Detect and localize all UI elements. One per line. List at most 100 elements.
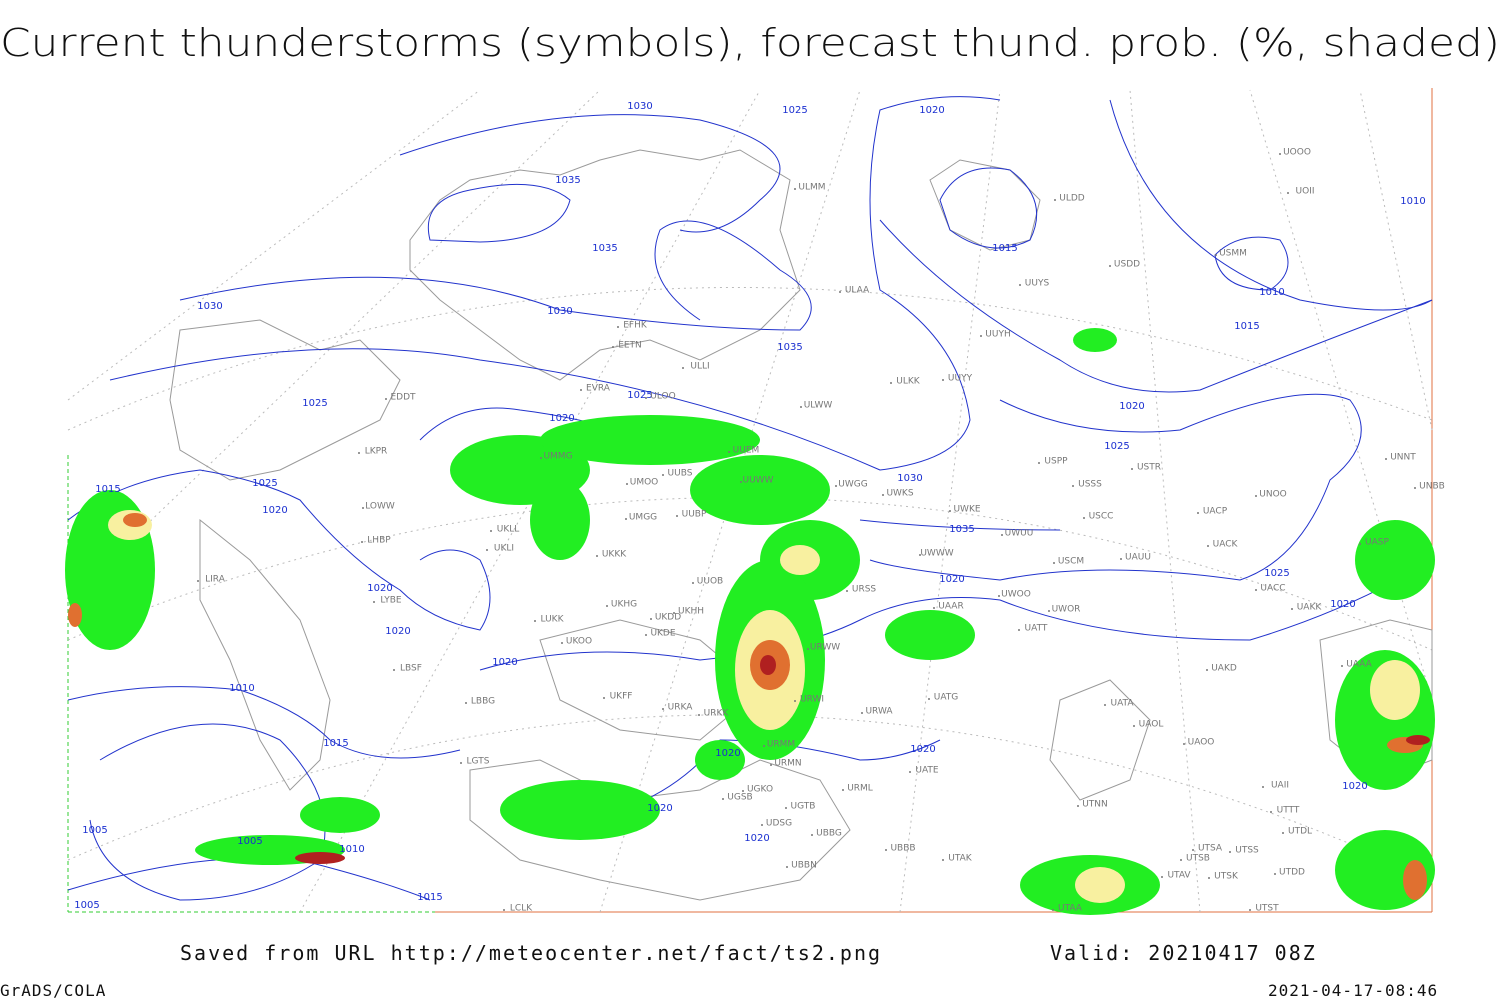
coastlines <box>169 149 1433 901</box>
station-code: UUEM <box>733 446 760 456</box>
labels: 1030 1025 1020 1035 1035 1030 1030 1035 1025 1025… <box>74 101 1445 914</box>
station-dot <box>596 555 598 557</box>
isobar-label: 1015 <box>992 243 1017 254</box>
station-dot <box>197 580 199 582</box>
station-code: UATT <box>1025 624 1048 634</box>
isobar-label: 1020 <box>1119 401 1144 412</box>
station-code: UKLI <box>494 544 514 554</box>
isobar-label: 1020 <box>715 748 740 759</box>
station-dot <box>1341 665 1343 667</box>
station-dot <box>662 708 664 710</box>
station-code: UKOO <box>566 637 592 647</box>
station-code: UKHG <box>611 600 637 610</box>
software: GrADS/COLA <box>0 981 106 1000</box>
station-code: UMMG <box>543 452 572 462</box>
station-code: URWW <box>810 643 840 653</box>
isobar-label: 1015 <box>1234 321 1259 332</box>
station-dot <box>742 790 744 792</box>
isobar-label: 1020 <box>647 803 672 814</box>
station-dot <box>1077 805 1079 807</box>
station-code: UTAV <box>1167 871 1191 881</box>
station-dot <box>1133 725 1135 727</box>
station-code: EDDT <box>390 393 416 403</box>
isobar-label: 1025 <box>627 390 652 401</box>
isobar-label: 1005 <box>237 836 262 847</box>
isobar-label: 1020 <box>910 744 935 755</box>
station-code: UKFF <box>610 692 633 702</box>
station-code: ULLI <box>690 362 709 372</box>
station-dot <box>540 457 542 459</box>
station-code: UASP <box>1365 538 1389 548</box>
station-code: ULKK <box>896 377 921 387</box>
isobar-label: 1020 <box>744 833 769 844</box>
station-dot <box>1249 909 1251 911</box>
station-code: UAII <box>1271 781 1289 791</box>
title: Current thunderstorms (symbols), forecas… <box>0 21 1500 65</box>
station-code: UTAA <box>1058 904 1083 914</box>
station-code: UWUU <box>1005 529 1034 539</box>
station-dot <box>998 595 1000 597</box>
station-code: URMN <box>774 759 801 769</box>
station-dot <box>794 700 796 702</box>
station-code: UATE <box>915 766 939 776</box>
station-code: UKDE <box>650 629 675 639</box>
station-dot <box>682 367 684 369</box>
isobar-label: 1020 <box>367 583 392 594</box>
station-code: UTNN <box>1082 800 1108 810</box>
station-code: UWGG <box>838 480 867 490</box>
station-dot <box>794 188 796 190</box>
isobar-label: 1005 <box>74 900 99 911</box>
station-dot <box>1262 786 1264 788</box>
station-code: UKLL <box>497 525 520 535</box>
isobar-label: 1015 <box>417 892 442 903</box>
station-dot <box>361 541 363 543</box>
station-dot <box>673 612 675 614</box>
station-code: UTST <box>1255 904 1279 914</box>
station-dot <box>1279 153 1281 155</box>
station-code: UAKK <box>1297 603 1323 613</box>
station-code: UAAR <box>938 602 963 612</box>
station-dot <box>650 618 652 620</box>
station-dot <box>1208 877 1210 879</box>
station-code: LUKK <box>541 615 565 625</box>
station-dot <box>890 382 892 384</box>
valid-time: Valid: 20210417 08Z <box>1050 941 1317 965</box>
isobar-label: 1010 <box>229 683 254 694</box>
station-dot <box>626 483 628 485</box>
station-code: UKKK <box>602 550 627 560</box>
station-dot <box>842 789 844 791</box>
isobar-label: 1010 <box>1400 196 1425 207</box>
station-dot <box>728 451 730 453</box>
station-code: LBBG <box>471 697 495 707</box>
station-code: LBSF <box>400 664 422 674</box>
station-dot <box>928 698 930 700</box>
station-code: UTSK <box>1214 872 1239 882</box>
station-dot <box>606 605 608 607</box>
station-dot <box>645 634 647 636</box>
station-code: UNOO <box>1259 490 1287 500</box>
station-code: UTTT <box>1277 806 1300 816</box>
station-code: UAAA <box>1346 660 1372 670</box>
station-dot <box>1131 468 1133 470</box>
station-code: UUYH <box>985 330 1010 340</box>
station-code: UMOO <box>630 478 659 488</box>
station-dot <box>1072 485 1074 487</box>
station-dot <box>1255 495 1257 497</box>
station-code: UUYY <box>948 374 973 384</box>
station-code: UACC <box>1260 584 1285 594</box>
timestamp: 2021-04-17-08:46 <box>1268 981 1438 1000</box>
station-dot <box>722 798 724 800</box>
station-dot <box>1038 462 1040 464</box>
station-code: UATG <box>934 693 959 703</box>
isobar-label: 1010 <box>1259 287 1284 298</box>
isobar-label: 1025 <box>1264 568 1289 579</box>
station-dot <box>740 481 742 483</box>
station-dot <box>645 397 647 399</box>
station-dot <box>1287 192 1289 194</box>
station-dot <box>909 771 911 773</box>
station-code: URWI <box>800 695 824 705</box>
station-dot <box>1161 876 1163 878</box>
station-code: UTSA <box>1198 844 1223 854</box>
station-code: UUYS <box>1025 279 1050 289</box>
